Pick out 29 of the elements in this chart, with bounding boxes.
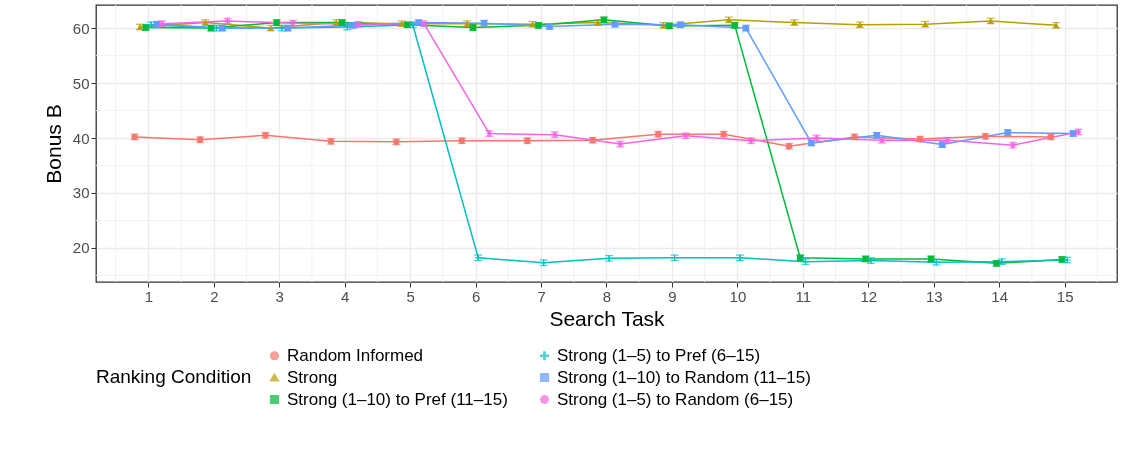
y-tick-label: 40	[72, 129, 90, 147]
x-tick-label: 10	[729, 287, 747, 305]
x-tick-label: 1	[144, 287, 154, 305]
legend-label: Strong (1–10) to Pref (11–15)	[287, 389, 508, 409]
legend-label: Random Informed	[287, 345, 424, 365]
x-tick-label: 11	[795, 287, 812, 305]
x-tick-label: 3	[275, 287, 284, 305]
y-tick-label: 20	[72, 239, 90, 257]
x-tick-label: 8	[602, 287, 612, 305]
x-tick-label: 14	[991, 287, 1009, 305]
legend-label: Strong (1–5) to Random (6–15)	[557, 389, 794, 409]
y-tick-label: 50	[72, 74, 90, 92]
y-tick-label: 60	[72, 19, 90, 37]
x-axis-title: Search Task	[549, 306, 666, 330]
legend-title: Ranking Condition	[96, 366, 252, 387]
x-tick-label: 5	[406, 287, 415, 305]
legend-label: Strong (1–5) to Pref (6–15)	[557, 345, 761, 365]
x-tick-label: 4	[341, 287, 350, 305]
x-tick-label: 7	[537, 287, 546, 305]
x-tick-label: 15	[1056, 287, 1074, 305]
legend-label: Strong (1–10) to Random (11–15)	[557, 367, 811, 387]
y-tick-label: 30	[72, 184, 90, 202]
x-tick-label: 2	[210, 287, 219, 305]
x-tick-label: 12	[860, 287, 878, 305]
x-tick-label: 9	[668, 287, 677, 305]
x-tick-label: 13	[925, 287, 943, 305]
legend-label: Strong	[287, 367, 338, 387]
x-tick-label: 6	[471, 287, 481, 305]
y-axis-title: Bonus B	[41, 104, 65, 184]
